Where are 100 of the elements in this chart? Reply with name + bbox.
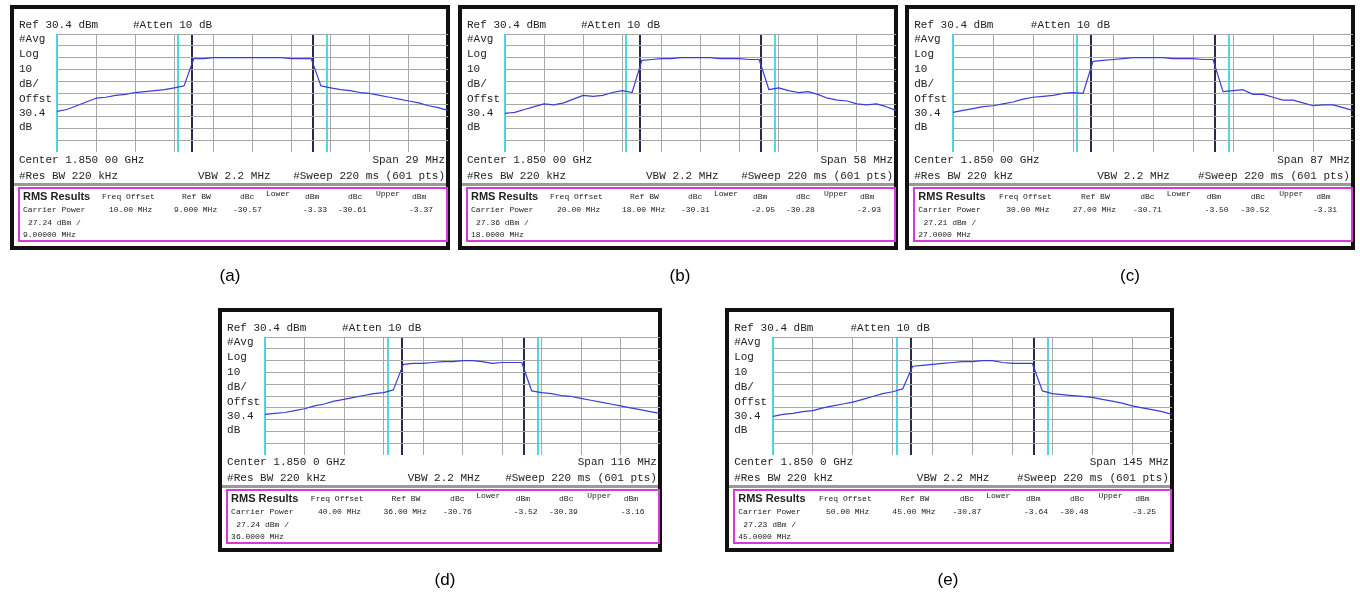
text: Center 1.850 00 GHz (19, 154, 145, 166)
text: #Sweep 220 ms (601 pts) (1198, 170, 1350, 182)
text: Freq Offset (102, 192, 155, 201)
text: Freq Offset (999, 192, 1052, 201)
text: RMS Results (231, 492, 299, 505)
text: -30.48 (1059, 507, 1089, 517)
text: #Atten 10 dB (133, 19, 213, 31)
text: VBW 2.2 MHz (916, 472, 990, 485)
text: Log (914, 48, 935, 60)
text: 40.00 MHz (317, 507, 362, 517)
text: 27.0000 MHz (918, 230, 972, 239)
text: dBm (1206, 192, 1222, 201)
text: Span 29 MHz (372, 154, 445, 166)
text: dBm (860, 192, 875, 201)
text: -2.93 (857, 205, 882, 214)
text: Ref 30.4 dBm (19, 19, 99, 31)
text: Lower (714, 189, 739, 198)
text: Center 1.850 0 GHz (227, 456, 346, 469)
text: Ref BW (630, 192, 659, 201)
text: dBm (515, 494, 531, 504)
text: 27.23 dBm / (743, 520, 797, 530)
text: 30.00 MHz (1006, 205, 1050, 214)
text: (c) (1120, 266, 1140, 286)
text: dB/ (734, 380, 754, 393)
text: 45.00 MHz (892, 507, 936, 517)
text: Carrier Power (231, 507, 294, 517)
text: Carrier Power (918, 205, 981, 214)
text: 27.00 MHz (1072, 205, 1116, 214)
text: RMS Results (918, 190, 986, 202)
text: Ref 30.4 dBm (227, 321, 307, 334)
text: #Res BW 220 kHz (227, 472, 327, 485)
text: 10 (19, 63, 33, 75)
text: 50.00 MHz (826, 507, 870, 517)
text: dBc (1250, 192, 1266, 201)
text: -3.16 (620, 507, 645, 517)
text: 27.24 dBm / (28, 218, 81, 227)
text: Log (734, 350, 754, 363)
text: dBc (348, 192, 363, 201)
text: VBW 2.2 MHz (646, 170, 719, 182)
text: Freq Offset (310, 494, 364, 504)
text: dBc (1069, 494, 1085, 504)
text: dB/ (227, 380, 247, 393)
text: VBW 2.2 MHz (407, 472, 481, 485)
text: -3.37 (409, 205, 434, 214)
text: dBm (753, 192, 768, 201)
text: -30.76 (443, 507, 472, 517)
text: #Avg (914, 33, 941, 45)
text: RMS Results (738, 492, 806, 505)
text: Log (227, 350, 247, 363)
text: Freq Offset (818, 494, 872, 504)
text: dBm (305, 192, 320, 201)
text: Upper (376, 189, 401, 198)
text: #Avg (467, 33, 494, 45)
text: Span 58 MHz (820, 154, 893, 166)
text: #Avg (227, 335, 254, 348)
text: -30.61 (338, 205, 367, 214)
text: 30.4 (19, 107, 46, 119)
text: Center 1.850 0 GHz (734, 456, 853, 469)
text: dB (467, 121, 481, 133)
text: 36.0000 MHz (231, 532, 284, 542)
text: 45.0000 MHz (738, 532, 792, 542)
text: Freq Offset (550, 192, 603, 201)
text: -30.28 (786, 205, 815, 214)
text: -30.57 (233, 205, 262, 214)
text: 18.0000 MHz (471, 230, 524, 239)
text: 10.00 MHz (109, 205, 153, 214)
text: 30.4 (734, 409, 761, 422)
text: -3.31 (1313, 205, 1338, 214)
text: dB (734, 423, 748, 436)
text: #Res BW 220 kHz (467, 170, 567, 182)
text: Upper (587, 491, 612, 501)
text: #Atten 10 dB (850, 321, 930, 334)
text: dBc (688, 192, 703, 201)
text: Center 1.850 00 GHz (914, 154, 1040, 166)
text: dB (914, 121, 928, 133)
text: Offst (467, 93, 501, 105)
text: (b) (669, 266, 691, 286)
text: (a) (219, 266, 241, 286)
text: #Atten 10 dB (581, 19, 661, 31)
text: -30.39 (548, 507, 578, 517)
text: #Avg (734, 335, 761, 348)
text: Offst (227, 395, 261, 408)
text: -3.64 (1023, 507, 1048, 517)
text: -3.25 (1132, 507, 1157, 517)
text: dBc (959, 494, 975, 504)
text: Ref BW (1080, 192, 1110, 201)
text: Carrier Power (738, 507, 801, 517)
text: -30.87 (952, 507, 982, 517)
text: 10 (914, 63, 928, 75)
text: 10 (467, 63, 481, 75)
text: VBW 2.2 MHz (1097, 170, 1170, 182)
text: 30.4 (227, 409, 254, 422)
text: #Sweep 220 ms (601 pts) (741, 170, 893, 182)
text: #Sweep 220 ms (601 pts) (505, 472, 657, 485)
text: #Atten 10 dB (342, 321, 422, 334)
text: Ref BW (900, 494, 930, 504)
text: -30.31 (681, 205, 710, 214)
text: -30.71 (1133, 205, 1162, 214)
text: Log (19, 48, 39, 60)
text: 27.21 dBm / (923, 218, 977, 227)
